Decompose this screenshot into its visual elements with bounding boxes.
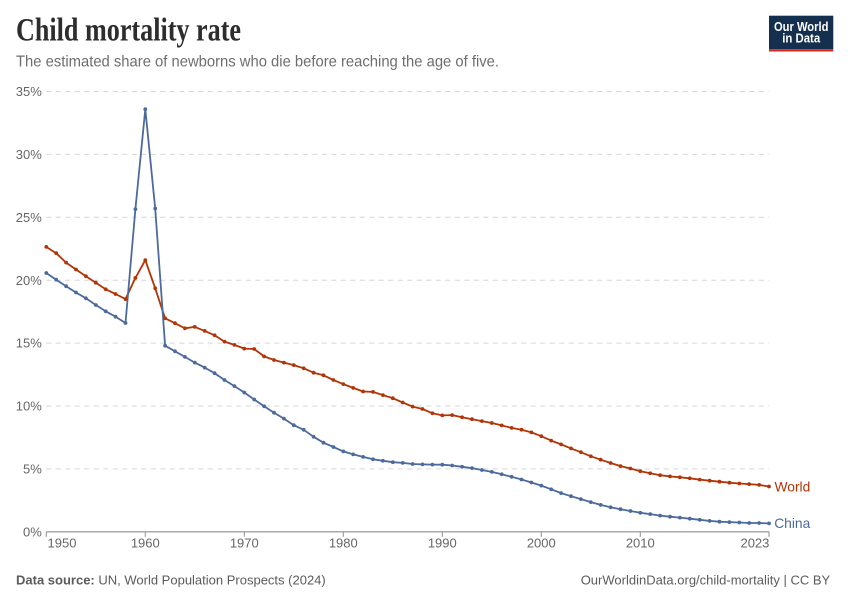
svg-text:in Data: in Data [782, 32, 821, 46]
svg-text:35%: 35% [16, 84, 42, 99]
svg-text:2023: 2023 [740, 536, 769, 551]
svg-text:15%: 15% [16, 336, 42, 351]
svg-text:1950: 1950 [48, 536, 77, 551]
svg-text:China: China [774, 516, 810, 531]
svg-text:25%: 25% [16, 210, 42, 225]
svg-text:Our World: Our World [774, 20, 829, 34]
svg-text:The estimated share of newborn: The estimated share of newborns who die … [16, 54, 499, 71]
svg-text:World: World [775, 479, 811, 494]
svg-text:Child mortality rate: Child mortality rate [16, 13, 241, 49]
svg-text:1980: 1980 [329, 536, 358, 551]
svg-text:1990: 1990 [428, 536, 457, 551]
svg-text:30%: 30% [16, 147, 42, 162]
svg-text:1960: 1960 [131, 536, 160, 551]
svg-text:Data source: UN, World Populat: Data source: UN, World Population Prospe… [16, 573, 326, 588]
svg-text:0%: 0% [23, 524, 42, 539]
svg-text:20%: 20% [16, 273, 42, 288]
svg-text:OurWorldinData.org/child-morta: OurWorldinData.org/child-mortality | CC … [581, 573, 831, 588]
svg-text:5%: 5% [23, 462, 42, 477]
svg-text:1970: 1970 [230, 536, 259, 551]
svg-text:2000: 2000 [527, 536, 556, 551]
svg-text:2010: 2010 [626, 536, 655, 551]
svg-text:10%: 10% [16, 399, 42, 414]
